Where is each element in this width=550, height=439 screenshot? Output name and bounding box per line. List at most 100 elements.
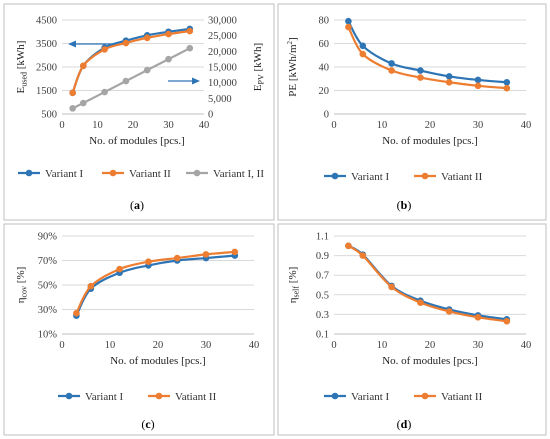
legend-label: Variant I	[45, 168, 84, 180]
y-tick-label: 80	[319, 16, 330, 27]
series-variant-i	[345, 17, 511, 86]
legend-marker	[65, 392, 73, 400]
y-tick-label: 0.7	[316, 271, 329, 282]
series-line	[71, 29, 190, 94]
data-point	[359, 42, 367, 50]
x-tick-label: 10	[377, 120, 388, 131]
x-tick-label: 40	[521, 340, 532, 351]
y2-tick-label: 20,000	[208, 47, 237, 58]
x-tick-label: 30	[163, 120, 174, 131]
x-axis-label: No. of modules [pcs.]	[110, 355, 206, 367]
y-tick-label: 1500	[36, 86, 57, 97]
y2-tick-label: 10,000	[208, 78, 237, 89]
y-axis-label: ηcov [%]	[15, 267, 29, 304]
data-point	[186, 27, 194, 35]
data-point	[503, 317, 511, 325]
legend-marker	[193, 169, 201, 177]
x-tick-label: 30	[473, 120, 484, 131]
series-vatiant-ii	[345, 242, 511, 325]
y2-tick-label: 15,000	[208, 63, 237, 74]
x-tick-label: 0	[59, 120, 64, 131]
x-tick-label: 20	[425, 340, 436, 351]
panel-frame-a	[3, 3, 275, 221]
legend: Variant I Vatiant II	[58, 391, 217, 403]
legend-marker	[155, 392, 163, 400]
data-point	[445, 73, 453, 80]
series-line	[75, 254, 235, 317]
series-variant-i	[345, 242, 511, 323]
x-tick-label: 30	[201, 340, 212, 351]
x-tick-label: 20	[128, 120, 139, 131]
chart-a: 4500 3500 2500 1500 500 30,000 25,000 20,000 15,…	[15, 16, 266, 213]
panel-frame-b	[277, 3, 547, 221]
y-tick-label: 4500	[36, 16, 57, 27]
y-axis-label: Eused [kWh]	[15, 41, 29, 94]
data-point	[359, 252, 367, 259]
legend-label: Variant II	[129, 168, 171, 180]
data-point	[474, 76, 482, 84]
legend: Variant I Variant II Variant I, II	[18, 168, 264, 180]
legend-label: Vatiant II	[441, 171, 483, 183]
data-point	[388, 283, 395, 291]
data-point	[388, 60, 395, 67]
panel-frame-c	[3, 223, 275, 436]
y-tick-label: 0	[324, 110, 329, 121]
y2-tick-label: 30,000	[208, 16, 237, 27]
data-point	[388, 67, 395, 74]
x-tick-label: 10	[105, 340, 116, 351]
data-point	[122, 39, 130, 47]
legend: Variant I Vatiant II	[324, 391, 483, 403]
legend-marker	[25, 169, 33, 177]
data-point	[503, 78, 511, 86]
y-tick-label: 3500	[36, 39, 57, 50]
data-point	[474, 82, 482, 90]
x-tick-label: 10	[377, 340, 388, 351]
data-point	[503, 84, 511, 92]
data-point	[143, 66, 151, 74]
x-tick-label: 0	[59, 340, 64, 351]
legend-label: Vatiant II	[175, 391, 217, 403]
y2-tick-label: 25,000	[208, 31, 237, 42]
data-point	[417, 74, 424, 81]
legend-label: Vatiant II	[441, 391, 483, 403]
y-tick-label: 20	[319, 86, 330, 97]
data-point	[173, 254, 181, 262]
legend-marker	[421, 172, 429, 180]
x-axis-label: No. of modules [pcs.]	[382, 355, 478, 367]
panel-label: (a)	[130, 198, 144, 212]
data-point	[345, 17, 352, 25]
x-axis-label: No. of modules [pcs.]	[382, 135, 478, 147]
data-point	[69, 89, 76, 97]
y-axis-label: PE [kWh/m2]	[286, 37, 299, 96]
y-tick-label: 2500	[36, 63, 57, 74]
data-point	[87, 282, 95, 290]
y-tick-label: 0.5	[316, 290, 329, 301]
chart-b: 80 60 40 20 00 10 20 30 40 No. of modules [pcs.] P…	[286, 16, 531, 213]
series-vatiant-ii	[345, 23, 511, 92]
data-point	[69, 105, 76, 112]
x-tick-label: 30	[473, 340, 484, 351]
data-point	[345, 242, 352, 250]
x-tick-label: 40	[249, 340, 260, 351]
x-tick-label: 20	[153, 340, 164, 351]
data-point	[101, 46, 108, 53]
x-tick-label: 0	[331, 340, 336, 351]
data-point	[345, 23, 352, 31]
y-tick-label: 70%	[38, 256, 58, 267]
chart-d: 1.1 0.9 0.7 0.5 0.3 0.10 10 20 30 40 No. of module…	[287, 232, 531, 432]
x-tick-label: 0	[331, 120, 336, 131]
x-tick-label: 10	[92, 120, 103, 131]
y-tick-label: 0.1	[316, 330, 329, 341]
arrow-left-head	[68, 40, 76, 48]
series-line	[347, 26, 507, 90]
series-variant-ii	[69, 27, 194, 97]
x-axis-label: No. of modules [pcs.]	[89, 135, 185, 147]
legend-label: Variant I, II	[213, 168, 264, 180]
arrow-right-head	[192, 77, 200, 85]
data-point	[122, 77, 130, 85]
y-tick-label: 40	[319, 63, 330, 74]
data-point	[143, 34, 151, 42]
y-axis-label: ηself [%]	[287, 267, 301, 304]
data-point	[165, 30, 172, 38]
